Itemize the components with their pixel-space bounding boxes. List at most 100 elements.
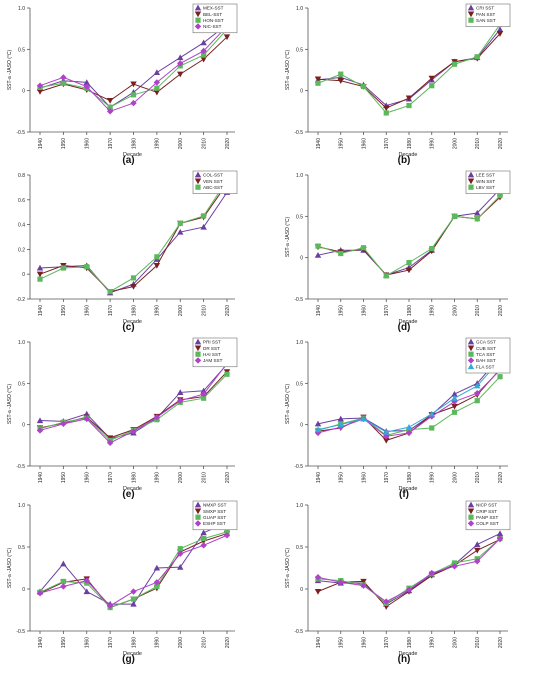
legend-box (465, 3, 511, 27)
series-line-group (315, 21, 503, 116)
data-point (405, 267, 413, 274)
data-point (201, 213, 207, 219)
x-tick-label: 1960 (85, 138, 91, 149)
data-point (383, 437, 390, 444)
legend-marker (468, 184, 474, 190)
panel-d: -0.5 0 0.5 1.0 1940 1950 1960 1970 1980 1990 2000 2… (285, 170, 511, 333)
x-tick-label: 1990 (430, 637, 436, 648)
x-tick-label: 2000 (178, 472, 184, 483)
y-tick-label: 0 (22, 423, 25, 429)
y-tick-label: 0.5 (296, 214, 303, 220)
data-point (337, 579, 344, 586)
y-axis-title: SST-a -JASO (°C) (285, 50, 291, 91)
data-point (201, 52, 207, 58)
data-point (451, 390, 458, 397)
legend-label: GCA SST (476, 340, 496, 345)
legend-label: CRIP SST (476, 509, 497, 514)
y-tick-label: -0.2 (16, 297, 25, 303)
y-tick-label: 1.0 (296, 173, 303, 179)
data-point (474, 209, 481, 216)
data-point (177, 228, 184, 235)
x-tick-label: 1950 (61, 138, 67, 149)
y-tick-label: 1.0 (18, 340, 25, 346)
y-tick-label: -0.5 (16, 629, 25, 635)
legend-marker (467, 520, 475, 527)
y-tick-label: 0 (300, 256, 303, 262)
panel-g: -0.5 0 0.5 1.0 1940 1950 1960 1970 1980 1990 2000 2… (7, 500, 238, 665)
series-line-group (36, 22, 231, 115)
legend-marker (194, 508, 202, 515)
y-tick-label: 0 (22, 89, 25, 95)
legend-marker (467, 171, 475, 178)
data-point (338, 71, 344, 77)
x-tick-label: 1990 (155, 138, 161, 149)
x-tick-label: 1940 (38, 637, 44, 648)
legend-marker (194, 357, 202, 364)
legend-marker (194, 501, 202, 508)
panel-caption: (f) (399, 489, 409, 500)
data-point (383, 110, 389, 116)
data-point (36, 427, 44, 434)
panel-h: -0.5 0 0.5 1.0 1940 1950 1960 1970 1980 1990 2000 2… (285, 500, 511, 665)
data-point (474, 541, 481, 548)
series-line (39, 25, 228, 112)
x-tick-label: 2000 (452, 138, 458, 149)
legend-marker (194, 178, 202, 185)
x-tick-label: 1990 (430, 138, 436, 149)
data-point (223, 532, 231, 539)
data-point (83, 577, 90, 584)
x-axis-title: Decade (123, 319, 142, 325)
legend-label: MEX-SST (203, 6, 224, 11)
data-point (474, 398, 480, 404)
x-tick-label: 1960 (85, 637, 91, 648)
x-tick-label: 1940 (316, 305, 322, 316)
x-axis-title: Decade (123, 651, 142, 657)
data-point (360, 578, 367, 585)
data-point (360, 83, 367, 90)
series-line (317, 538, 501, 608)
legend-marker (467, 345, 475, 352)
x-tick-label: 1950 (339, 138, 345, 149)
data-point (60, 74, 67, 81)
y-tick-label: 1.0 (18, 6, 25, 12)
data-point (153, 89, 161, 96)
data-point (177, 397, 184, 404)
data-point (200, 390, 207, 398)
y-tick-label: 0 (300, 89, 303, 95)
data-point (154, 583, 160, 590)
y-tick-label: 1.0 (296, 6, 303, 12)
data-point (451, 395, 458, 401)
data-point (107, 288, 113, 295)
legend-marker (467, 338, 475, 345)
x-tick-label: 1980 (131, 472, 137, 483)
x-tick-label: 2020 (225, 305, 231, 316)
y-tick-label: 0.5 (18, 381, 25, 387)
data-point (496, 530, 504, 537)
data-point (315, 80, 321, 86)
legend-label: CRI SST (476, 6, 494, 11)
data-point (496, 26, 504, 33)
data-point (36, 417, 44, 424)
legend-label: NMXP SST (203, 503, 227, 508)
data-point (130, 428, 137, 435)
x-tick-label: 2000 (178, 637, 184, 648)
x-tick-label: 2010 (201, 637, 207, 648)
legend-label: COLP SST (476, 521, 499, 526)
data-point (177, 389, 184, 395)
legend-box (192, 170, 238, 194)
x-tick-label: 2000 (452, 637, 458, 648)
x-tick-label: 1970 (108, 305, 114, 316)
y-tick-label: 0.5 (18, 545, 25, 551)
data-point (83, 79, 90, 85)
x-tick-label: 2010 (475, 138, 481, 149)
x-tick-label: 1980 (131, 637, 137, 648)
x-tick-label: 1960 (361, 305, 367, 316)
legend-label: BEL-SST (203, 12, 222, 17)
data-point (153, 69, 161, 76)
data-point (153, 262, 161, 269)
data-point (200, 47, 207, 55)
series-line-group (314, 31, 504, 112)
data-point (177, 550, 184, 557)
panel-e: -0.5 0 0.5 1.0 1940 1950 1960 1970 1980 1990 2000 2… (7, 337, 238, 500)
